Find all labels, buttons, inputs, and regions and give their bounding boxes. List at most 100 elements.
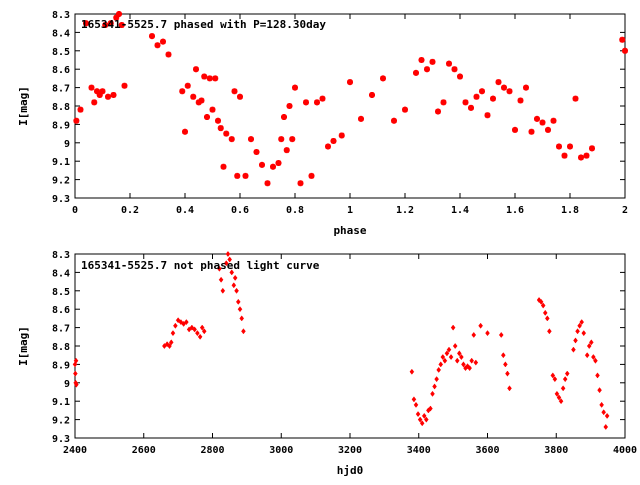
data-point [170, 330, 176, 337]
data-point [96, 91, 103, 98]
data-point [184, 82, 191, 89]
data-point [235, 298, 241, 305]
data-point [484, 112, 491, 119]
y-tick-label: 9 [64, 139, 70, 150]
data-point [579, 319, 585, 326]
data-point [536, 296, 542, 304]
data-point [218, 276, 224, 283]
data-point [231, 282, 237, 289]
data-point [436, 366, 442, 373]
data-point [538, 298, 544, 305]
data-point [190, 93, 197, 100]
x-tick-label: 3600 [475, 445, 499, 456]
data-point [542, 309, 548, 316]
data-point [237, 306, 243, 313]
data-point [264, 180, 271, 187]
data-point [175, 317, 181, 324]
data-point [467, 365, 472, 372]
data-point [581, 330, 587, 337]
data-point [286, 103, 293, 109]
x-tick-label: 4000 [613, 445, 637, 456]
data-point [500, 352, 506, 359]
y-tick-label: 9.3 [52, 434, 70, 445]
data-point [430, 390, 435, 397]
data-point [446, 60, 452, 67]
data-point [199, 324, 205, 331]
x-tick-label: 1.8 [561, 205, 579, 216]
data-point [572, 95, 579, 102]
data-point [444, 350, 450, 357]
data-point [237, 93, 243, 100]
x-tick-label: 1.6 [506, 205, 524, 216]
x-tick-label: 1.4 [451, 205, 469, 216]
data-point [347, 79, 353, 86]
data-point [369, 91, 375, 98]
data-point [358, 115, 364, 122]
data-point [562, 376, 568, 383]
x-tick-label: 2600 [132, 445, 156, 456]
y-axis-label-bottom: I[mag] [17, 326, 30, 366]
unphased-light-curve-panel: 2400 2600 2800 3000 3200 3400 3600 3800 4000 8.3 8… [17, 250, 637, 477]
data-point [223, 130, 230, 137]
data-point [154, 42, 161, 49]
data-point [73, 117, 80, 124]
data-point [73, 370, 78, 377]
data-point [440, 354, 446, 361]
data-point [204, 114, 210, 121]
data-point [198, 97, 205, 104]
x-tick-label: 3200 [338, 445, 362, 456]
data-points-bottom [72, 250, 610, 430]
data-point [308, 172, 315, 179]
y-tick-label: 8.5 [52, 47, 70, 58]
data-point [179, 88, 186, 95]
data-point [450, 324, 456, 331]
data-point [281, 114, 287, 121]
x-tick-label: 2 [622, 205, 628, 216]
data-point [220, 163, 227, 170]
data-points-top [73, 11, 628, 187]
data-point [402, 106, 408, 113]
data-point [149, 33, 155, 40]
data-point [446, 346, 452, 353]
data-point [228, 136, 235, 143]
data-point [91, 99, 98, 106]
data-point [503, 361, 508, 368]
x-tick-label: 0.2 [121, 205, 139, 216]
data-point [469, 357, 475, 364]
y-tick-label: 8.8 [52, 102, 70, 113]
data-point [165, 51, 172, 58]
data-point [419, 420, 425, 427]
data-point [459, 354, 464, 361]
x-tick-label: 0.4 [176, 205, 194, 216]
data-point [429, 58, 436, 65]
data-point [417, 416, 423, 423]
data-point [479, 88, 485, 95]
data-point [432, 383, 437, 390]
data-point [411, 396, 417, 403]
data-point [622, 47, 628, 54]
data-point [275, 160, 282, 167]
y-tick-label: 9.3 [52, 194, 70, 205]
y-tick-label: 8.6 [52, 305, 70, 316]
data-point [215, 117, 221, 124]
data-point [212, 75, 219, 82]
data-point [242, 172, 249, 179]
data-point [105, 93, 111, 100]
data-point [209, 106, 216, 113]
data-point [234, 172, 241, 179]
data-point [517, 97, 524, 104]
data-point [297, 180, 304, 187]
data-point [241, 328, 246, 335]
data-point [193, 66, 199, 73]
data-point [603, 423, 609, 430]
axis-ticks-top: 0 0.2 0.4 0.6 0.8 1 1.2 1.4 1.6 1.8 2 8.3 8.4 8.5 8.6 8… [52, 10, 628, 216]
data-point [234, 287, 239, 294]
data-point [231, 88, 238, 95]
data-point [604, 412, 610, 419]
y-tick-label: 8.4 [52, 28, 70, 39]
data-point [225, 250, 231, 258]
data-point [556, 143, 562, 150]
